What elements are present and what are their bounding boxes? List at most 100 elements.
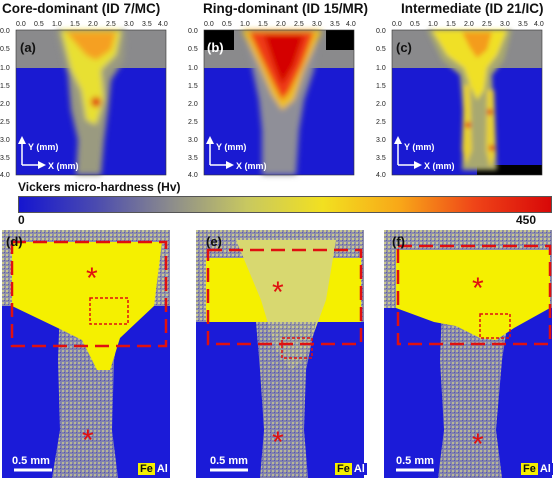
x-tick: 0.0 (204, 21, 214, 28)
legend-al: Al (154, 463, 170, 475)
x-tick-labels: 0.0 0.5 1.0 1.5 2.0 2.5 3.0 3.5 4.0 (392, 21, 544, 28)
phase-legend-d: Fe Al (138, 459, 170, 477)
colorbar-max-label: 450 (516, 213, 537, 227)
x-tick: 1.5 (258, 21, 268, 28)
x-tick: 2.5 (294, 21, 304, 28)
panel-letter-f: (f) (392, 234, 405, 249)
x-tick: 2.5 (482, 21, 492, 28)
asterisk: * (472, 272, 484, 305)
x-tick: 0.5 (222, 21, 232, 28)
micrograph-f: * * (384, 230, 552, 478)
x-tick: 3.0 (500, 21, 510, 28)
y-tick: 3.5 (0, 155, 10, 162)
hardness-map-a: 0.0 0.5 1.0 1.5 2.0 2.5 3.0 3.5 4.0 0.0 … (0, 21, 168, 179)
y-tick: 2.0 (376, 101, 386, 108)
y-tick: 0.0 (0, 28, 10, 35)
y-tick: 4.0 (188, 172, 198, 179)
y-tick: 2.5 (188, 119, 198, 126)
scale-label-f: 0.5 mm (396, 455, 434, 467)
y-tick: 0.5 (188, 46, 198, 53)
x-tick: 1.5 (446, 21, 456, 28)
scale-label-e: 0.5 mm (210, 455, 248, 467)
x-tick: 3.5 (518, 21, 528, 28)
y-tick: 3.0 (188, 137, 198, 144)
x-tick: 0.5 (34, 21, 44, 28)
y-tick: 3.5 (188, 155, 198, 162)
y-tick: 1.5 (188, 83, 198, 90)
x-tick: 2.0 (88, 21, 98, 28)
legend-al: Al (351, 463, 367, 475)
title-ring-dominant: Ring-dominant (ID 15/MR) (203, 1, 368, 16)
y-tick: 3.0 (0, 137, 10, 144)
x-tick-labels: 0.0 0.5 1.0 1.5 2.0 2.5 3.0 3.5 4.0 (204, 21, 356, 28)
asterisk: * (272, 276, 284, 309)
y-axis-label: Y (mm) (28, 142, 58, 152)
scale-label-d: 0.5 mm (12, 455, 50, 467)
x-tick: 1.0 (52, 21, 62, 28)
title-core-dominant: Core-dominant (ID 7/MC) (2, 1, 161, 16)
x-tick: 4.0 (158, 21, 168, 28)
y-tick: 3.5 (376, 155, 386, 162)
x-tick: 0.0 (392, 21, 402, 28)
x-tick: 3.0 (124, 21, 134, 28)
x-tick: 3.5 (330, 21, 340, 28)
x-tick: 0.5 (410, 21, 420, 28)
panel-letter-b: (b) (207, 40, 224, 55)
asterisk: * (472, 428, 484, 461)
legend-al: Al (537, 463, 553, 475)
x-tick: 1.0 (428, 21, 438, 28)
x-tick: 1.5 (70, 21, 80, 28)
x-axis-label: X (mm) (236, 161, 267, 171)
x-tick: 2.5 (106, 21, 116, 28)
axis-arrows: Y (mm) X (mm) (206, 136, 267, 171)
y-tick: 4.0 (0, 172, 10, 179)
x-tick: 4.0 (346, 21, 356, 28)
panel-letter-c: (c) (396, 40, 412, 55)
y-tick: 0.0 (188, 28, 198, 35)
x-tick: 2.0 (276, 21, 286, 28)
x-axis-label: X (mm) (424, 161, 455, 171)
y-tick: 2.5 (0, 119, 10, 126)
x-tick: 4.0 (534, 21, 544, 28)
colorbar-title: Vickers micro-hardness (Hv) (18, 180, 181, 194)
axis-arrows: Y (mm) X (mm) (394, 136, 455, 171)
panel-letter-e: (e) (206, 234, 222, 249)
y-tick: 1.0 (376, 65, 386, 72)
title-intermediate: Intermediate (ID 21/IC) (401, 1, 544, 16)
asterisk: * (86, 262, 98, 295)
legend-fe: Fe (335, 463, 352, 475)
x-tick: 1.0 (240, 21, 250, 28)
y-axis-label: Y (mm) (404, 142, 434, 152)
x-tick: 3.0 (312, 21, 322, 28)
colorbar-gradient (18, 196, 552, 213)
y-tick: 0.5 (0, 46, 10, 53)
x-axis-label: X (mm) (48, 161, 79, 171)
phase-legend-e: Fe Al (335, 459, 367, 477)
y-tick-labels: 0.0 0.5 1.0 1.5 2.0 2.5 3.0 3.5 4.0 (188, 28, 198, 179)
y-tick: 1.0 (188, 65, 198, 72)
phase-legend-f: Fe Al (521, 459, 553, 477)
micrograph-d: * * (2, 230, 170, 478)
y-tick: 0.0 (376, 28, 386, 35)
hardness-map-c: 0.0 0.5 1.0 1.5 2.0 2.5 3.0 3.5 4.0 0.0 … (376, 21, 544, 179)
y-tick: 2.0 (0, 101, 10, 108)
legend-fe: Fe (138, 463, 155, 475)
colorbar-min-label: 0 (18, 213, 25, 227)
x-tick-labels: 0.0 0.5 1.0 1.5 2.0 2.5 3.0 3.5 4.0 (16, 21, 168, 28)
y-tick: 2.0 (188, 101, 198, 108)
y-axis-label: Y (mm) (216, 142, 246, 152)
hardness-map-b: 0.0 0.5 1.0 1.5 2.0 2.5 3.0 3.5 4.0 0.0 … (188, 21, 356, 179)
asterisk: * (272, 426, 284, 459)
x-tick: 3.5 (142, 21, 152, 28)
x-tick: 2.0 (464, 21, 474, 28)
y-tick: 0.5 (376, 46, 386, 53)
y-tick-labels: 0.0 0.5 1.0 1.5 2.0 2.5 3.0 3.5 4.0 (376, 28, 386, 179)
asterisk: * (82, 424, 94, 457)
y-tick: 1.5 (376, 83, 386, 90)
y-tick: 1.0 (0, 65, 10, 72)
y-tick: 3.0 (376, 137, 386, 144)
y-tick: 1.5 (0, 83, 10, 90)
micrograph-e: * * (196, 230, 364, 478)
x-tick: 0.0 (16, 21, 26, 28)
y-tick: 4.0 (376, 172, 386, 179)
